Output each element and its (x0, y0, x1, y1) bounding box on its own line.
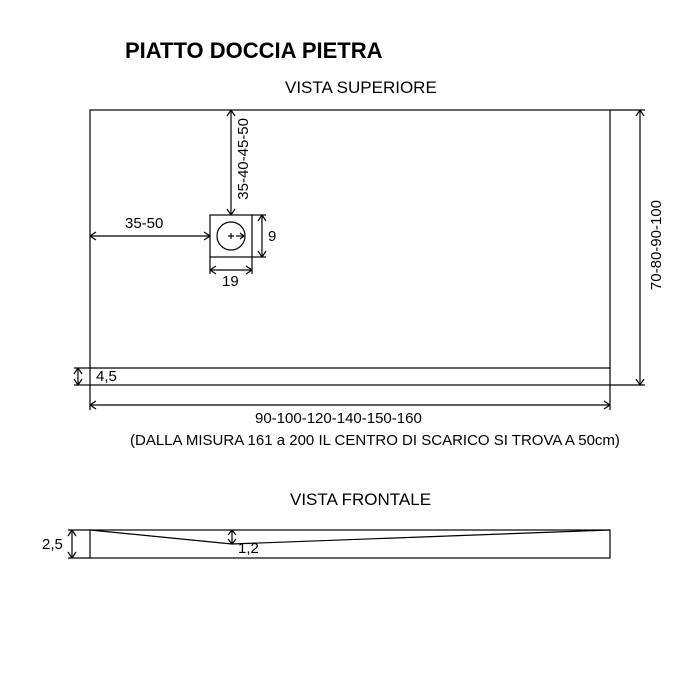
drawing-svg (0, 0, 700, 700)
dim-label-overall-h: 70-80-90-100 (648, 200, 665, 290)
front-view-heading: VISTA FRONTALE (290, 490, 431, 510)
dim-label-overall-w: 90-100-120-140-150-160 (255, 410, 422, 427)
dim-label-front-h: 2,5 (42, 536, 63, 553)
front-slope-left (90, 530, 232, 544)
top-view-rect (90, 110, 610, 385)
front-slope-right (232, 530, 610, 544)
dim-label-strip: 4,5 (96, 368, 117, 385)
diagram-container: PIATTO DOCCIA PIETRA VISTA SUPERIORE (0, 0, 700, 700)
dim-label-drain-top: 35-40-45-50 (235, 118, 252, 200)
dim-note: (DALLA MISURA 161 a 200 IL CENTRO DI SCA… (130, 432, 620, 449)
dim-label-drain-w: 19 (222, 273, 239, 290)
front-view-rect (90, 530, 610, 558)
dim-label-drain-h: 9 (268, 228, 276, 245)
dim-label-dip: 1,2 (238, 540, 259, 557)
dim-label-drain-left: 35-50 (125, 215, 163, 232)
